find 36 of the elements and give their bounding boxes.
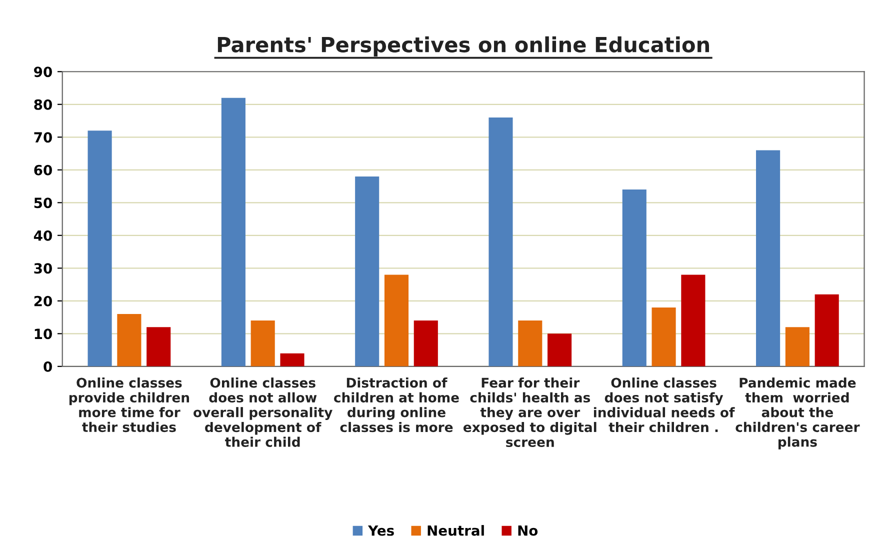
bar xyxy=(250,320,275,366)
y-tick-label: 10 xyxy=(34,328,52,340)
legend-label: No xyxy=(518,525,538,536)
bar xyxy=(88,130,112,366)
bar xyxy=(117,314,142,366)
bar xyxy=(518,320,542,366)
y-tick-label: 20 xyxy=(34,296,52,306)
y-tick-label: 70 xyxy=(34,132,52,143)
bar xyxy=(785,327,810,366)
chart-title: Parents' Perspectives on online Education xyxy=(218,36,709,57)
y-tick-label: 30 xyxy=(34,263,52,274)
y-tick-label: 90 xyxy=(34,66,52,78)
bar xyxy=(488,117,513,366)
bar xyxy=(548,334,572,366)
bar xyxy=(652,307,676,366)
bar xyxy=(280,353,304,366)
legend-label: Yes xyxy=(368,525,394,536)
legend-label: Neutral xyxy=(428,525,484,536)
x-tick-label: Distraction of children at home during online classes is more xyxy=(334,378,459,432)
y-tick-label: 80 xyxy=(34,99,52,110)
y-tick-label: 0 xyxy=(44,361,52,372)
bar xyxy=(384,274,409,366)
x-tick-label: Online classes provide children more time for their studies xyxy=(69,378,190,432)
y-tick-label: 60 xyxy=(34,164,52,176)
bar xyxy=(355,176,380,366)
bar xyxy=(221,98,246,366)
bar xyxy=(681,274,706,366)
bar xyxy=(146,327,171,366)
bar xyxy=(622,190,646,366)
bar xyxy=(814,294,839,366)
y-tick-label: 40 xyxy=(34,230,52,241)
bar xyxy=(756,150,780,366)
bar xyxy=(414,320,438,366)
y-tick-label: 50 xyxy=(34,198,52,208)
x-tick-label: Pandemic made them worried about the children's career plans xyxy=(736,378,860,450)
x-tick-label: Online classes does not allow overall personality development of their child xyxy=(194,378,332,447)
